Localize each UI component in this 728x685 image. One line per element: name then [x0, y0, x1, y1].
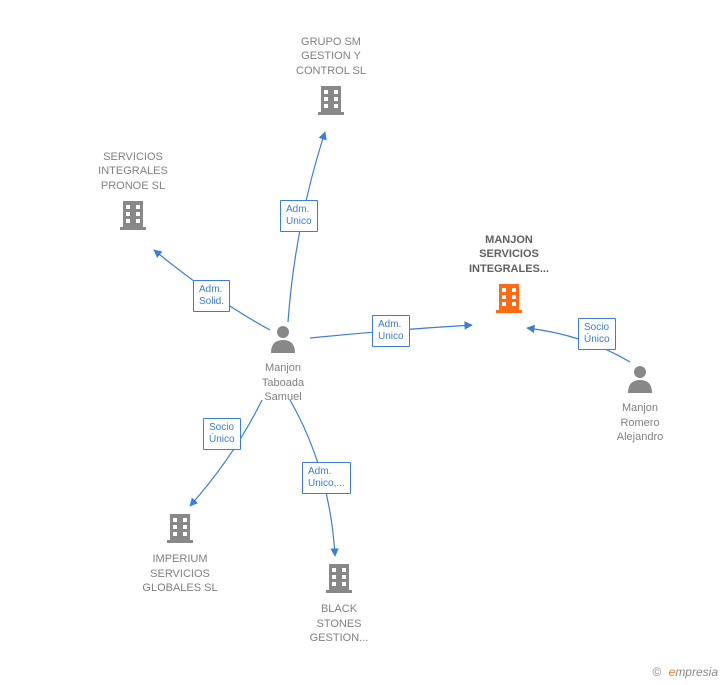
- edge-label: SocioÚnico: [578, 318, 616, 350]
- edge-label: Adm.Unico: [280, 200, 318, 232]
- node-label: GRUPO SMGESTION YCONTROL SL: [281, 35, 381, 78]
- building-icon: [299, 560, 379, 598]
- person-icon: [243, 323, 323, 357]
- node-label: ManjonRomeroAlejandro: [600, 401, 680, 444]
- brand-name: empresia: [669, 665, 718, 679]
- building-icon: [454, 280, 564, 318]
- footer-credit: © empresia: [652, 665, 718, 679]
- building-icon: [281, 82, 381, 120]
- edge-label: SocioÚnico: [203, 418, 241, 450]
- node-label: ManjonTaboadaSamuel: [243, 361, 323, 404]
- edge-path: [190, 400, 262, 506]
- node-label: MANJONSERVICIOSINTEGRALES...: [454, 233, 564, 276]
- node-black[interactable]: BLACKSTONESGESTION...: [299, 560, 379, 645]
- node-label: SERVICIOSINTEGRALESPRONOE SL: [83, 150, 183, 193]
- node-label: BLACKSTONESGESTION...: [299, 602, 379, 645]
- building-icon: [130, 510, 230, 548]
- node-grupo_sm[interactable]: GRUPO SMGESTION YCONTROL SL: [281, 35, 381, 120]
- person-icon: [600, 363, 680, 397]
- edge-label: Adm.Unico: [372, 315, 410, 347]
- copyright-symbol: ©: [652, 665, 661, 679]
- node-alejandro[interactable]: ManjonRomeroAlejandro: [600, 363, 680, 444]
- edge-label: Adm.Unico,...: [302, 462, 351, 494]
- node-label: IMPERIUMSERVICIOSGLOBALES SL: [130, 552, 230, 595]
- node-imperium[interactable]: IMPERIUMSERVICIOSGLOBALES SL: [130, 510, 230, 595]
- edge-label: Adm.Solid.: [193, 280, 230, 312]
- node-manjon_si[interactable]: MANJONSERVICIOSINTEGRALES...: [454, 233, 564, 318]
- building-icon: [83, 197, 183, 235]
- node-pronoe[interactable]: SERVICIOSINTEGRALESPRONOE SL: [83, 150, 183, 235]
- node-samuel[interactable]: ManjonTaboadaSamuel: [243, 323, 323, 404]
